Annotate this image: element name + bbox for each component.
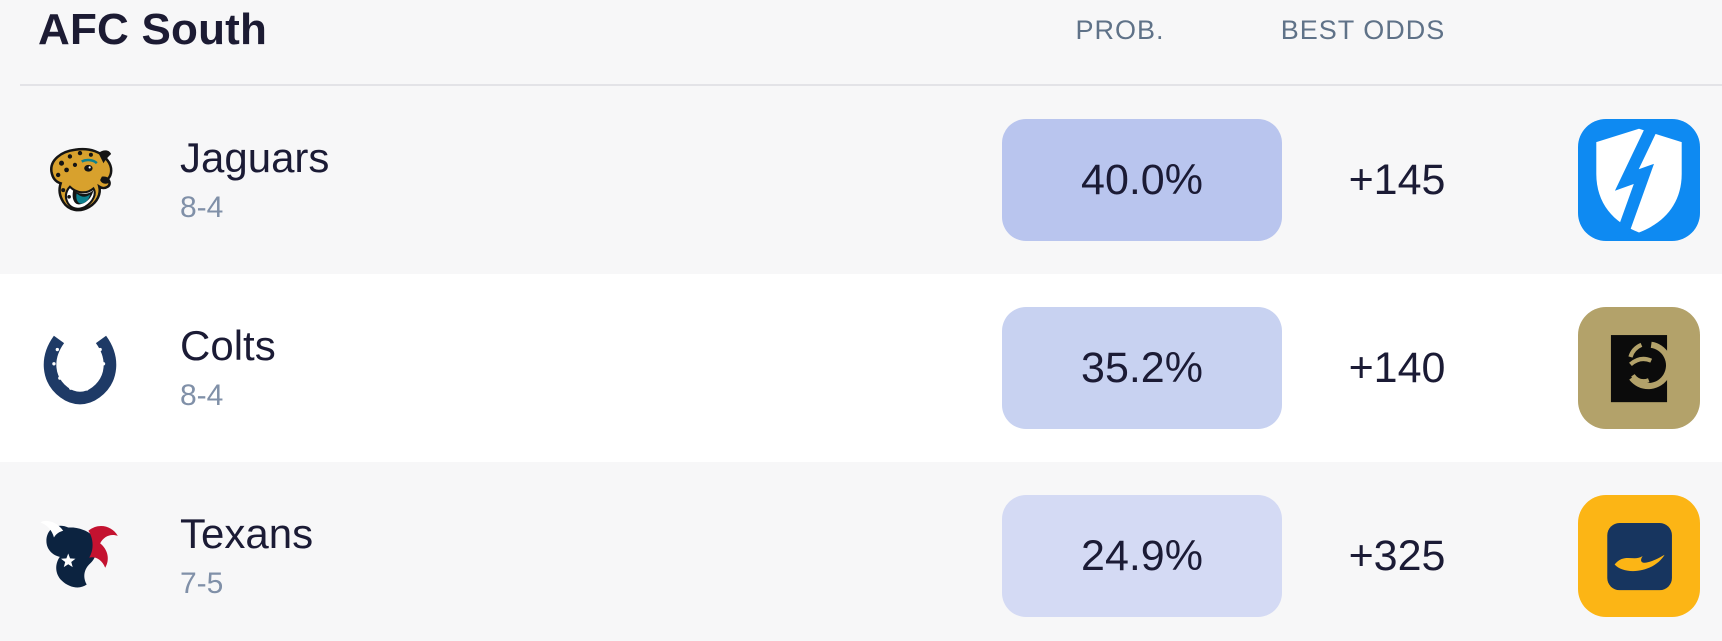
team-name: Texans <box>180 510 314 558</box>
probability-badge: 40.0% <box>1002 119 1282 241</box>
column-header-best-odds: BEST ODDS <box>1280 15 1446 45</box>
jaguars-logo-icon <box>38 138 122 222</box>
texans-logo-icon <box>38 514 122 598</box>
probability-badge: 35.2% <box>1002 307 1282 429</box>
prob-cell: 24.9% <box>1002 495 1282 617</box>
column-header-prob: PROB. <box>1075 15 1165 45</box>
book-cell <box>1578 495 1700 617</box>
betmgm-icon[interactable] <box>1578 307 1700 429</box>
book-cell <box>1578 307 1700 429</box>
best-odds-value: +140 <box>1348 343 1446 392</box>
panel-header: AFC South PROB. BEST ODDS <box>0 0 1722 86</box>
team-info: Colts 8-4 <box>180 324 1002 412</box>
prob-cell: 40.0% <box>1002 119 1282 241</box>
team-record: 8-4 <box>180 379 224 413</box>
team-row-texans[interactable]: Texans 7-5 24.9% +325 <box>0 462 1722 641</box>
team-row-jaguars[interactable]: Jaguars 8-4 40.0% +145 <box>0 86 1722 274</box>
book-cell <box>1578 119 1700 241</box>
team-name: Jaguars <box>180 134 330 182</box>
division-title: AFC South <box>38 5 268 54</box>
probability-badge: 24.9% <box>1002 495 1282 617</box>
team-row-colts[interactable]: Colts 8-4 35.2% +140 <box>0 274 1722 462</box>
betrivers-icon[interactable] <box>1578 495 1700 617</box>
fanduel-icon[interactable] <box>1578 119 1700 241</box>
header-divider <box>20 84 1722 86</box>
team-name: Colts <box>180 322 276 370</box>
best-odds-value: +325 <box>1348 531 1446 580</box>
team-info: Jaguars 8-4 <box>180 136 1002 224</box>
colts-logo-icon <box>38 326 122 410</box>
team-info: Texans 7-5 <box>180 512 1002 600</box>
team-record: 8-4 <box>180 191 224 225</box>
best-odds-value: +145 <box>1348 155 1446 204</box>
team-record: 7-5 <box>180 567 224 601</box>
prob-cell: 35.2% <box>1002 307 1282 429</box>
